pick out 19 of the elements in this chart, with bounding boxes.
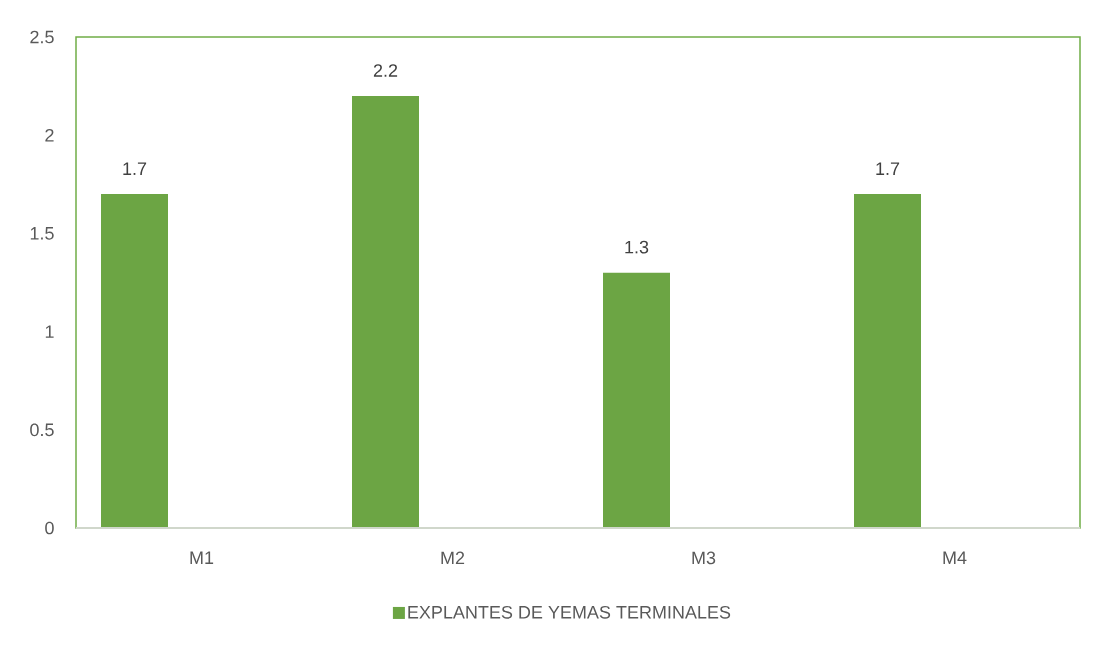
legend-label: EXPLANTES DE YEMAS TERMINALES [408, 605, 731, 619]
bar [352, 95, 419, 528]
x-tick-label: M3 [692, 551, 716, 565]
y-tick-label: 1.5 [30, 227, 54, 240]
bar [603, 272, 670, 528]
y-tick-label: 1 [45, 325, 54, 338]
data-label: 2.2 [373, 64, 398, 77]
data-label: 1.7 [876, 162, 900, 175]
y-tick-label: 2.5 [30, 30, 54, 44]
bar [101, 194, 168, 528]
data-label: 1.3 [625, 240, 649, 254]
x-tick-label: M1 [190, 551, 214, 564]
x-tick-label: M4 [943, 551, 967, 564]
x-tick-label: M2 [441, 551, 465, 565]
y-tick-label: 0.5 [30, 423, 54, 437]
y-tick-label: 2 [45, 128, 54, 142]
y-tick-label: 0 [45, 521, 54, 535]
bar [854, 194, 921, 528]
data-label: 1.7 [123, 162, 147, 175]
